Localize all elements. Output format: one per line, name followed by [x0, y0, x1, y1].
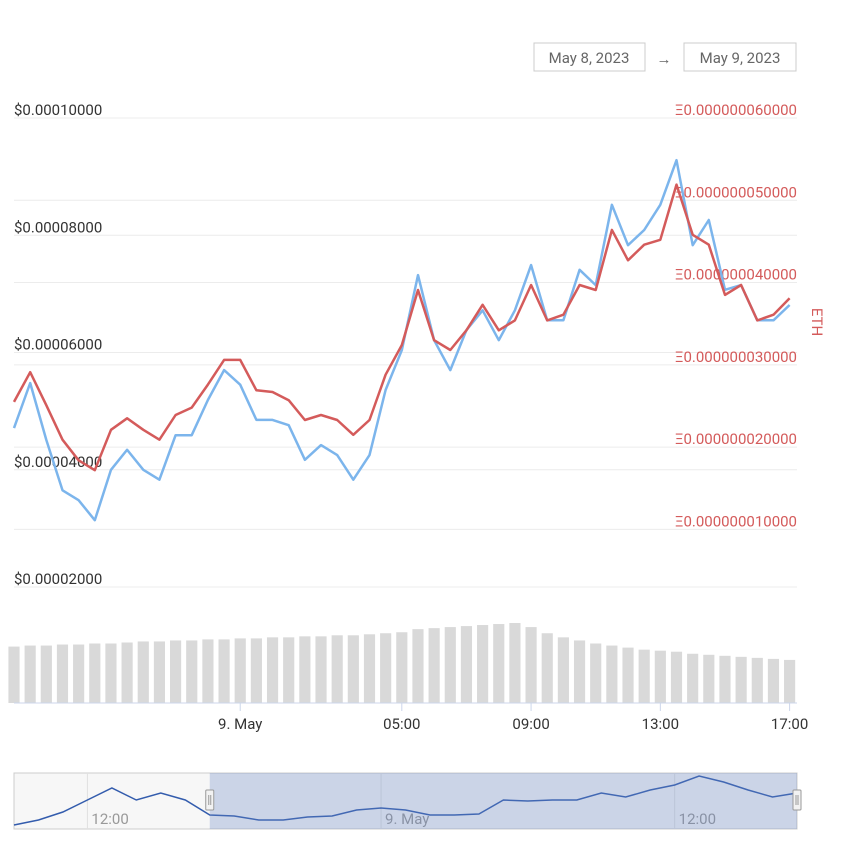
volume-bar — [202, 639, 214, 703]
date-from-box[interactable] — [533, 42, 646, 72]
volume-bar — [444, 627, 456, 703]
volume-bar — [363, 634, 376, 703]
volume-bar — [153, 641, 166, 703]
navigator-tick-label: 9. May — [385, 810, 429, 828]
x-tick-label: 05:00 — [383, 715, 420, 733]
navigator-line — [13, 775, 798, 826]
volume-bar — [299, 636, 311, 703]
navigator-background — [13, 772, 798, 830]
y-tick-label: $0.00008000 — [14, 218, 102, 236]
volume-bar — [331, 635, 343, 703]
navigator — [13, 772, 798, 830]
volume-bar — [121, 642, 133, 703]
volume-bar — [234, 638, 246, 703]
navigator-tick-label: 12:00 — [91, 810, 128, 828]
volume-bar — [751, 657, 763, 703]
y2-tick-label: Ξ0.000000050000 — [675, 183, 797, 201]
navigator-handle[interactable] — [205, 789, 215, 811]
y-tick-label: $0.00010000 — [14, 101, 102, 119]
volume-bar — [638, 649, 650, 703]
volume-bar — [380, 633, 392, 703]
x-tick-label: 09:00 — [512, 715, 549, 733]
volume-bar — [493, 624, 505, 703]
volume-bar — [137, 641, 149, 703]
y2-axis-title: ETH — [808, 308, 826, 336]
date-from[interactable]: May 8, 2023 — [549, 49, 630, 67]
y2-tick-label: Ξ0.000000010000 — [675, 512, 797, 530]
volume-bar — [412, 629, 424, 703]
volume-bar — [186, 640, 198, 703]
volume-bar — [687, 653, 699, 703]
y2-tick-label: Ξ0.000000030000 — [675, 348, 797, 366]
volume-bar — [170, 640, 182, 703]
volume-bar — [654, 650, 666, 703]
volume-bar — [735, 656, 747, 703]
x-tick-label: 17:00 — [771, 715, 808, 733]
volume-bar — [557, 637, 569, 703]
x-tick-label: 13:00 — [642, 715, 679, 733]
y-tick-label: $0.00004000 — [14, 453, 102, 471]
date-to[interactable]: May 9, 2023 — [700, 49, 781, 67]
volume-bar — [56, 644, 69, 703]
y-tick-label: $0.00002000 — [14, 570, 102, 588]
navigator-selection — [209, 773, 797, 829]
volume-bar — [719, 655, 731, 703]
volume-bar — [784, 659, 796, 703]
navigator-handle[interactable] — [792, 789, 802, 811]
y2-tick-label: Ξ0.000000060000 — [675, 101, 797, 119]
volume-bar — [8, 646, 20, 703]
y2-tick-label: Ξ0.000000020000 — [675, 430, 797, 448]
volume-bar — [703, 654, 715, 703]
series-line — [12, 158, 791, 522]
y2-tick-label: Ξ0.000000040000 — [675, 266, 797, 284]
volume-bar — [40, 645, 52, 703]
y-tick-label: $0.00006000 — [14, 336, 102, 354]
volume-bar — [670, 651, 683, 703]
volume-bar — [477, 625, 489, 703]
volume-bar — [315, 636, 327, 703]
volume-bar — [525, 627, 537, 703]
volume-bar — [283, 637, 295, 703]
x-tick-label: 9. May — [218, 715, 262, 733]
volume-bar — [573, 640, 586, 703]
volume-bar — [509, 623, 521, 703]
volume-bar — [767, 658, 780, 703]
volume-bar — [428, 628, 440, 703]
volume-bar — [396, 632, 408, 703]
volume-bar — [347, 635, 359, 703]
volume-bar — [606, 645, 618, 703]
date-to-box[interactable] — [683, 42, 797, 72]
volume-bar — [266, 637, 279, 703]
volume-bar — [73, 644, 85, 703]
volume-bar — [590, 643, 602, 703]
volume-bar — [541, 633, 553, 703]
volume-bar — [24, 645, 36, 703]
date-separator: → — [657, 50, 672, 68]
navigator-tick-label: 12:00 — [679, 810, 716, 828]
volume-bar — [89, 643, 101, 703]
volume-bar — [622, 647, 634, 703]
volume-bar — [218, 639, 230, 703]
volume-bar — [460, 626, 473, 703]
series-line — [12, 183, 791, 472]
volume-bar — [105, 643, 117, 703]
volume-bar — [250, 638, 262, 703]
